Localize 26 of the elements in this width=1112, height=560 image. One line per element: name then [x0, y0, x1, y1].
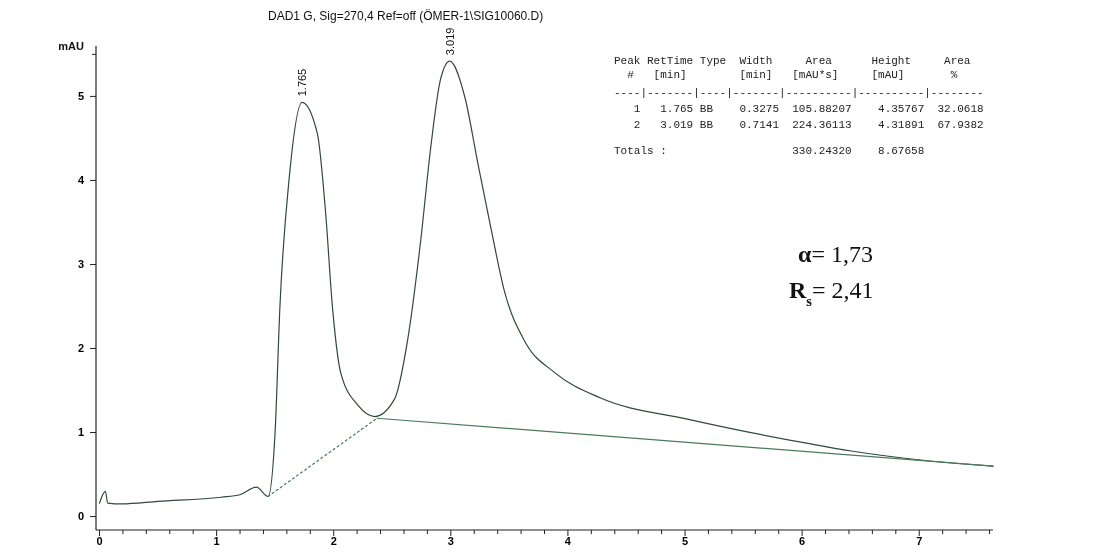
x-tick-label: 2: [330, 534, 337, 547]
annotation: # [min] [min] [mAU*s] [mAU] %: [614, 69, 958, 81]
y-tick-label: 4: [77, 174, 85, 187]
y-tick-label: 1: [77, 426, 84, 439]
annotation: 1 1.765 BB 0.3275 105.88207 4.35767 32.0618: [614, 103, 984, 115]
chart-title: DAD1 G, Sig=270,4 Ref=off (ÖMER-1\SIG10060.D): [268, 9, 544, 23]
annotation: Totals : 330.24320 8.67658: [614, 145, 925, 157]
y-tick-label: 2: [77, 342, 84, 355]
x-tick-label: 6: [799, 534, 806, 547]
x-tick-label: 4: [564, 534, 572, 547]
x-tick-label: 1: [213, 534, 220, 547]
x-tick-label: 3: [447, 534, 454, 547]
annotation: R$_{s}$= 2,41: [789, 277, 874, 309]
y-tick-label: 0: [77, 510, 84, 523]
annotation: ----|-------|----|-------|----------|----------|--------: [614, 87, 984, 99]
annotation: 3.019: [443, 27, 456, 56]
annotation: 2 3.019 BB 0.7141 224.36113 4.31891 67.9382: [614, 119, 984, 131]
annotation: α= 1,73: [798, 241, 873, 267]
annotation: 1.765: [296, 68, 309, 97]
x-tick-label: 0: [96, 534, 103, 547]
y-tick-label: 5: [77, 90, 84, 103]
y-tick-label: 3: [77, 258, 84, 271]
y-axis-title: mAU: [58, 40, 85, 52]
x-tick-label: 7: [916, 534, 923, 547]
x-tick-label: 5: [681, 534, 689, 547]
annotation: Peak RetTime Type Width Area Height Area: [614, 55, 971, 67]
